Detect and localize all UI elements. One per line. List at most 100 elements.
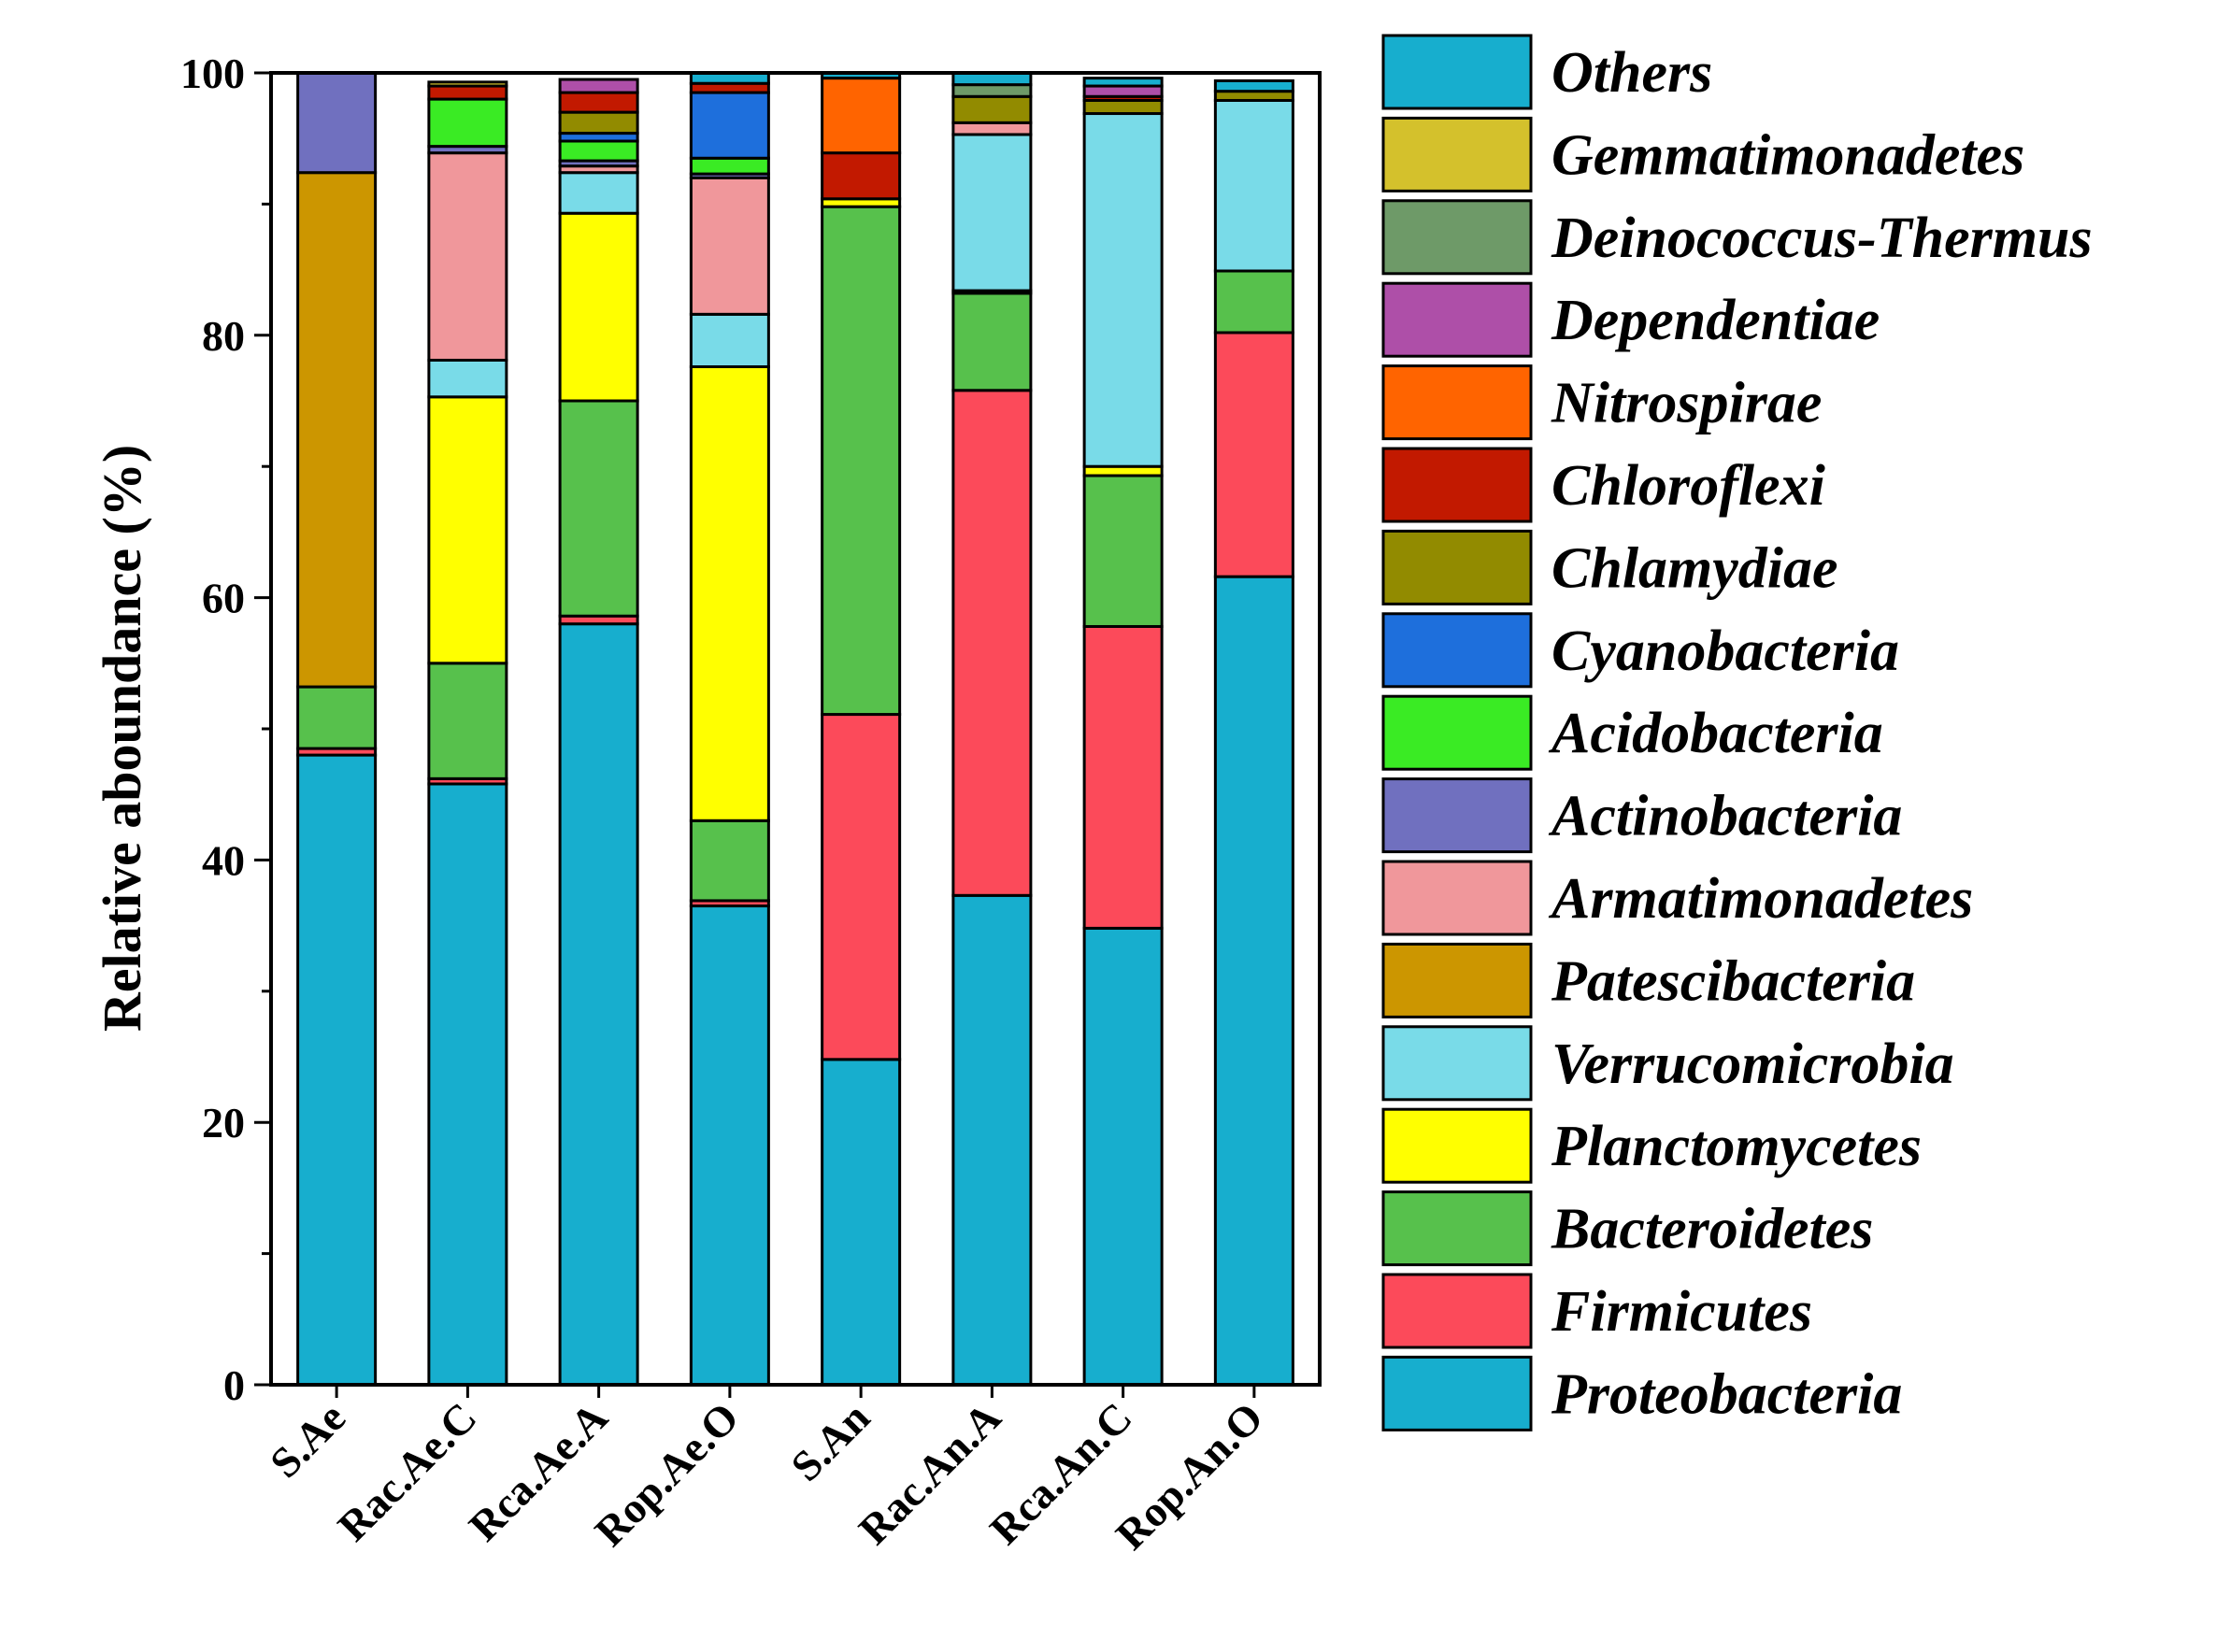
legend-label: Others bbox=[1551, 41, 1712, 105]
legend-swatch bbox=[1381, 281, 1533, 358]
bar-segment-rac-an-a-armatimonadetes bbox=[951, 121, 1033, 136]
bar-segment-rac-ae-c-chloroflexi bbox=[427, 84, 508, 101]
bar-segment-s-ae-patescibacteria bbox=[296, 171, 378, 689]
y-tick-label: 100 bbox=[180, 50, 245, 97]
legend-label: Deinococcus-Thermus bbox=[1551, 206, 2093, 270]
x-tick-label: S.An bbox=[781, 1393, 879, 1490]
y-tick-label: 60 bbox=[202, 575, 245, 622]
legend-item-chloroflexi: Chloroflexi bbox=[1381, 447, 1825, 523]
y-tick-label: 0 bbox=[223, 1361, 245, 1409]
legend-label: Dependentiae bbox=[1551, 289, 1880, 352]
legend-swatch bbox=[1381, 199, 1533, 276]
bar-segment-rac-ae-c-planctomycetes bbox=[427, 395, 508, 665]
bar-segment-rop-ae-o-acidobacteria bbox=[689, 156, 770, 176]
legend-item-deinococcus-thermus: Deinococcus-Thermus bbox=[1381, 199, 2093, 276]
legend-label: Nitrospirae bbox=[1551, 372, 1822, 435]
bar-segment-rac-an-a-chlamydiae bbox=[951, 94, 1033, 124]
bar-segment-rca-ae-a-acidobacteria bbox=[558, 139, 639, 163]
bar-segment-rac-ae-c-acidobacteria bbox=[427, 97, 508, 149]
legend-swatch bbox=[1381, 1355, 1533, 1431]
bar-segment-rop-an-o-bacteroidetes bbox=[1213, 269, 1294, 335]
bar-segment-rac-ae-c-proteobacteria bbox=[427, 782, 508, 1387]
bar-segment-rop-an-o-others bbox=[1213, 78, 1294, 93]
bar-segment-rop-ae-o-bacteroidetes bbox=[689, 819, 770, 903]
bar-segment-s-ae-proteobacteria bbox=[296, 753, 378, 1387]
legend-swatch bbox=[1381, 1190, 1533, 1267]
bar-segment-rop-an-o-verrucomicrobia bbox=[1213, 98, 1294, 273]
x-tick-label: Rop.Ae.O bbox=[586, 1393, 748, 1555]
legend-swatch bbox=[1381, 860, 1533, 936]
legend-label: Chlamydiae bbox=[1551, 536, 1838, 600]
legend-label: Cyanobacteria bbox=[1551, 620, 1899, 683]
bar-segment-rac-ae-c-gemmatimonadetes bbox=[427, 80, 508, 88]
bar-segment-rca-ae-a-planctomycetes bbox=[558, 211, 639, 403]
legend-swatch bbox=[1381, 116, 1533, 192]
bar-segment-rca-ae-a-chloroflexi bbox=[558, 91, 639, 114]
bar-segment-s-ae-bacteroidetes bbox=[296, 685, 378, 750]
legend-swatch bbox=[1381, 694, 1533, 771]
legend-label: Verrucomicrobia bbox=[1551, 1032, 1954, 1096]
legend-item-bacteroidetes: Bacteroidetes bbox=[1381, 1190, 1873, 1267]
legend-item-others: Others bbox=[1381, 34, 1712, 110]
bar-segment-rac-an-a-proteobacteria bbox=[951, 893, 1033, 1387]
y-tick-label: 40 bbox=[202, 836, 245, 884]
legend-item-armatimonadetes: Armatimonadetes bbox=[1381, 860, 1973, 936]
x-tick-label: Rac.An.A bbox=[850, 1393, 1010, 1554]
legend-item-acidobacteria: Acidobacteria bbox=[1381, 694, 1883, 771]
bar-segment-rac-ae-c-armatimonadetes bbox=[427, 151, 508, 362]
bar-segment-rca-an-c-bacteroidetes bbox=[1082, 474, 1164, 628]
legend-label: Planctomycetes bbox=[1551, 1115, 1922, 1178]
bar-segment-rop-ae-o-planctomycetes bbox=[689, 364, 770, 822]
bar-segment-rac-an-a-firmicutes bbox=[951, 389, 1033, 897]
legend-swatch bbox=[1381, 1025, 1533, 1102]
y-tick-label: 80 bbox=[202, 312, 245, 360]
bar-segment-rca-an-c-others bbox=[1082, 77, 1164, 88]
legend-swatch bbox=[1381, 1107, 1533, 1184]
bar-segment-rac-ae-c-verrucomicrobia bbox=[427, 358, 508, 399]
bar-segment-rca-an-c-firmicutes bbox=[1082, 624, 1164, 930]
bar-segment-rac-an-a-bacteroidetes bbox=[951, 292, 1033, 392]
legend-label: Actinobacteria bbox=[1548, 785, 1902, 848]
legend-item-firmicutes: Firmicutes bbox=[1381, 1273, 1812, 1349]
legend: Others Gemmatimonadetes Deinococcus-Thermu… bbox=[1381, 34, 2093, 1431]
legend-swatch bbox=[1381, 612, 1533, 689]
y-axis-title: Relative aboundance (%) bbox=[92, 445, 152, 1032]
legend-swatch bbox=[1381, 777, 1533, 854]
bar-segment-rop-ae-o-armatimonadetes bbox=[689, 176, 770, 316]
bar-segment-rop-ae-o-proteobacteria bbox=[689, 904, 770, 1387]
legend-item-dependentiae: Dependentiae bbox=[1381, 281, 1880, 358]
bars-layer bbox=[296, 71, 1294, 1387]
legend-item-nitrospirae: Nitrospirae bbox=[1381, 364, 1822, 441]
legend-label: Acidobacteria bbox=[1548, 702, 1883, 765]
legend-swatch bbox=[1381, 34, 1533, 110]
bar-segment-rop-an-o-proteobacteria bbox=[1213, 575, 1294, 1387]
bar-segment-rac-an-a-verrucomicrobia bbox=[951, 133, 1033, 292]
bar-segment-rca-an-c-dependentiae bbox=[1082, 84, 1164, 98]
legend-item-chlamydiae: Chlamydiae bbox=[1381, 529, 1838, 605]
legend-item-patescibacteria: Patescibacteria bbox=[1381, 942, 1915, 1018]
legend-label: Bacteroidetes bbox=[1551, 1198, 1873, 1261]
bar-segment-rop-an-o-firmicutes bbox=[1213, 331, 1294, 578]
bar-segment-s-an-bacteroidetes bbox=[821, 205, 902, 717]
bar-segment-rop-ae-o-cyanobacteria bbox=[689, 91, 770, 160]
legend-swatch bbox=[1381, 942, 1533, 1018]
x-tick-label: S.Ae bbox=[261, 1393, 354, 1487]
bar-segment-rca-an-c-proteobacteria bbox=[1082, 926, 1164, 1387]
bar-segment-rca-an-c-chlamydiae bbox=[1082, 98, 1164, 116]
legend-label: Chloroflexi bbox=[1551, 454, 1825, 518]
bar-segment-s-an-nitrospirae bbox=[821, 77, 902, 155]
bar-segment-rca-an-c-verrucomicrobia bbox=[1082, 112, 1164, 468]
legend-item-gemmatimonadetes: Gemmatimonadetes bbox=[1381, 116, 2024, 192]
bar-segment-s-an-firmicutes bbox=[821, 713, 902, 1061]
bar-segment-rca-ae-a-chlamydiae bbox=[558, 110, 639, 135]
legend-label: Gemmatimonadetes bbox=[1551, 123, 2024, 187]
x-tick-label: Rac.Ae.C bbox=[329, 1393, 486, 1550]
legend-item-cyanobacteria: Cyanobacteria bbox=[1381, 612, 1899, 689]
bar-segment-rca-ae-a-dependentiae bbox=[558, 78, 639, 94]
legend-label: Firmicutes bbox=[1551, 1280, 1812, 1344]
bar-segment-rop-ae-o-verrucomicrobia bbox=[689, 312, 770, 368]
legend-swatch bbox=[1381, 529, 1533, 605]
bar-segment-rac-ae-c-bacteroidetes bbox=[427, 662, 508, 780]
bar-segment-s-ae-actinobacteria bbox=[296, 71, 378, 175]
